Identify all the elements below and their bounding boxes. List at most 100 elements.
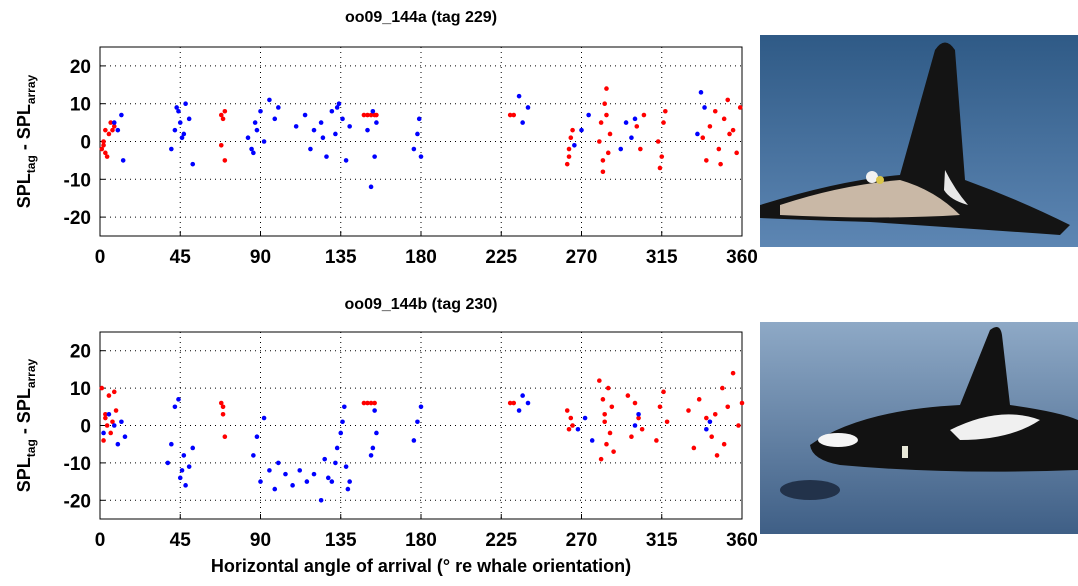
point <box>589 438 595 443</box>
point <box>368 184 374 190</box>
point <box>261 415 267 421</box>
point <box>704 426 709 432</box>
point <box>727 131 732 137</box>
point <box>361 112 367 118</box>
point <box>169 146 174 152</box>
point <box>190 445 196 451</box>
x-tick-label: 315 <box>646 247 678 268</box>
point <box>632 423 638 428</box>
point <box>372 408 377 413</box>
point <box>111 389 117 395</box>
point <box>714 453 720 458</box>
point <box>251 150 256 156</box>
point <box>334 445 340 451</box>
point <box>336 101 342 106</box>
point <box>254 127 260 133</box>
point <box>582 415 588 421</box>
point <box>607 131 613 137</box>
point <box>249 146 254 152</box>
point <box>374 430 379 436</box>
point <box>283 471 288 477</box>
point <box>712 108 718 114</box>
point <box>106 131 112 137</box>
y-tick-label: 20 <box>70 342 91 363</box>
point <box>712 411 718 417</box>
point <box>254 434 260 440</box>
point <box>103 411 108 417</box>
plot-border <box>99 46 743 237</box>
point <box>629 135 634 141</box>
point <box>695 131 700 137</box>
y-tick-label: -20 <box>64 491 91 512</box>
point <box>657 404 663 410</box>
point <box>516 93 522 99</box>
point <box>730 127 736 133</box>
point <box>623 120 629 125</box>
point <box>709 434 714 440</box>
point <box>516 408 522 413</box>
point <box>183 101 188 106</box>
point <box>311 471 317 477</box>
point <box>290 483 295 488</box>
point <box>333 460 338 466</box>
point <box>320 135 326 141</box>
y-axis-label: SPLtag - SPLarray <box>14 358 38 492</box>
x-tick-label: 180 <box>405 247 437 268</box>
point <box>370 108 376 114</box>
point <box>220 116 226 122</box>
point <box>604 86 609 91</box>
point <box>190 161 196 167</box>
point <box>691 445 697 451</box>
point <box>659 154 665 159</box>
point <box>597 139 602 144</box>
point <box>115 127 121 133</box>
point <box>220 404 226 410</box>
x-tick-label: 270 <box>566 530 598 551</box>
point <box>598 120 604 125</box>
point <box>322 456 328 462</box>
point <box>183 483 188 488</box>
y-axis-label: SPLtag - SPLarray <box>14 74 38 208</box>
point <box>702 105 707 110</box>
point <box>297 468 303 473</box>
point <box>318 498 324 503</box>
point <box>261 139 267 144</box>
point <box>101 142 106 148</box>
point <box>103 415 108 421</box>
point <box>604 441 609 447</box>
point <box>607 430 613 436</box>
point <box>625 393 631 398</box>
point <box>664 419 670 425</box>
point <box>374 120 379 125</box>
point <box>696 397 702 402</box>
x-tick-label: 45 <box>170 247 192 268</box>
point <box>276 460 281 466</box>
point <box>736 423 741 428</box>
point <box>411 146 417 152</box>
point <box>272 486 278 492</box>
point <box>605 385 611 391</box>
point <box>108 430 113 436</box>
point <box>737 105 743 110</box>
point <box>172 127 178 133</box>
x-tick-label: 45 <box>170 530 192 551</box>
point <box>520 120 525 125</box>
point <box>329 479 335 484</box>
point <box>370 445 376 451</box>
y-tick-label: -20 <box>64 208 91 229</box>
x-tick-label: 0 <box>95 247 106 268</box>
point <box>267 468 272 473</box>
point <box>707 124 713 129</box>
point <box>566 154 572 159</box>
point <box>575 426 581 432</box>
point <box>302 112 308 118</box>
point <box>566 146 572 152</box>
point <box>186 116 192 122</box>
point <box>415 131 420 137</box>
point <box>525 400 531 406</box>
y-axis-label-part: SPL <box>14 457 34 492</box>
point <box>700 135 706 141</box>
y-axis-label-part: - SPL <box>14 388 34 439</box>
chart-title: oo09_144b (tag 230) <box>345 296 498 313</box>
